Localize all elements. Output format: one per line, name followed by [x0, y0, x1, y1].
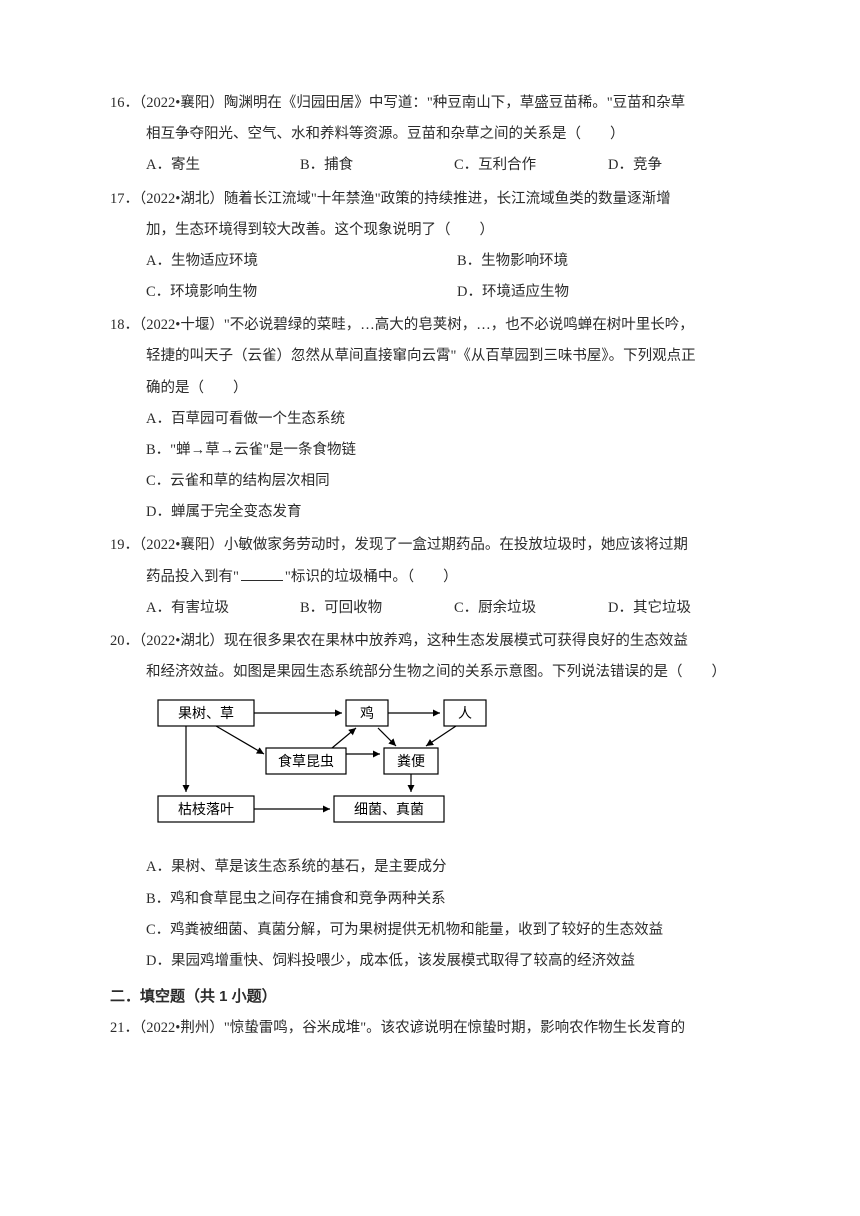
q16-option-d: D．竞争: [608, 150, 662, 181]
q17-number: 17．: [110, 191, 139, 207]
q19-line2b: "标识的垃圾桶中。（ ）: [285, 569, 458, 585]
q20-option-d: D．果园鸡增重快、饲料投喂少，成本低，该发展模式取得了较高的经济效益: [110, 946, 768, 977]
q20-option-a: A．果树、草是该生态系统的基石，是主要成分: [110, 852, 768, 883]
q20-option-b: B．鸡和食草昆虫之间存在捕食和竞争两种关系: [110, 884, 768, 915]
q18-option-a: A．百草园可看做一个生态系统: [110, 404, 768, 435]
q17-option-b: B．生物影响环境: [457, 246, 768, 277]
q19-option-d: D．其它垃圾: [608, 593, 691, 624]
q16-options: A．寄生 B．捕食 C．互利合作 D．竞争: [110, 150, 768, 181]
q20-diagram: 果树、草 鸡 人 食草昆虫 粪便 枯枝落叶 细菌、真菌: [110, 694, 768, 846]
ecosystem-diagram: 果树、草 鸡 人 食草昆虫 粪便 枯枝落叶 细菌、真菌: [146, 694, 546, 834]
question-21: 21．（2022•荆州）"惊蛰雷鸣，谷米成堆"。该农谚说明在惊蛰时期，影响农作物…: [110, 1013, 768, 1044]
node-litter: 枯枝落叶: [178, 802, 234, 818]
q20-line1: 现在很多果农在果林中放养鸡，这种生态发展模式可获得良好的生态效益: [224, 633, 688, 649]
node-microbe: 细菌、真菌: [354, 802, 424, 818]
q16-number: 16．: [110, 95, 139, 111]
q17-line2: 加，生态环境得到较大改善。这个现象说明了（ ）: [110, 215, 768, 246]
node-chicken: 鸡: [360, 705, 374, 722]
q18-line1: "不必说碧绿的菜畦，…高大的皂荚树，…，也不必说鸣蝉在树叶里长吟，: [224, 317, 694, 333]
q16-option-c: C．互利合作: [454, 150, 608, 181]
q18-source: （2022•十堰）: [139, 317, 224, 333]
question-16: 16．（2022•襄阳）陶渊明在《归园田居》中写道："种豆南山下，草盛豆苗稀。"…: [110, 88, 768, 182]
q21-line1: "惊蛰雷鸣，谷米成堆"。该农谚说明在惊蛰时期，影响农作物生长发育的: [224, 1020, 685, 1036]
node-human: 人: [458, 706, 472, 722]
question-17: 17．（2022•湖北）随着长江流域"十年禁渔"政策的持续推进，长江流域鱼类的数…: [110, 184, 768, 309]
q16-source: （2022•襄阳）: [139, 95, 224, 111]
q18-option-c: C．云雀和草的结构层次相同: [110, 466, 768, 497]
q16-option-b: B．捕食: [300, 150, 454, 181]
q16-option-a: A．寄生: [146, 150, 300, 181]
q20-option-c: C．鸡粪被细菌、真菌分解，可为果树提供无机物和能量，收到了较好的生态效益: [110, 915, 768, 946]
page: 16．（2022•襄阳）陶渊明在《归园田居》中写道："种豆南山下，草盛豆苗稀。"…: [0, 0, 860, 1087]
node-feces: 粪便: [397, 754, 425, 770]
question-21-stem: 21．（2022•荆州）"惊蛰雷鸣，谷米成堆"。该农谚说明在惊蛰时期，影响农作物…: [110, 1013, 768, 1044]
q16-line1: 陶渊明在《归园田居》中写道："种豆南山下，草盛豆苗稀。"豆苗和杂草: [224, 95, 685, 111]
question-20-stem: 20．（2022•湖北）现在很多果农在果林中放养鸡，这种生态发展模式可获得良好的…: [110, 626, 768, 657]
q21-number: 21．: [110, 1020, 139, 1036]
q17-source: （2022•湖北）: [139, 191, 224, 207]
q18-number: 18．: [110, 317, 139, 333]
q17-options-row1: A．生物适应环境 B．生物影响环境: [110, 246, 768, 277]
question-19: 19．（2022•襄阳）小敏做家务劳动时，发现了一盒过期药品。在投放垃圾时，她应…: [110, 530, 768, 624]
node-fruit: 果树、草: [178, 706, 234, 722]
q19-line2a: 药品投入到有": [146, 569, 239, 585]
q18-line2: 轻捷的叫天子（云雀）忽然从草间直接窜向云霄"《从百草园到三味书屋》。下列观点正: [110, 341, 768, 372]
q18-line3: 确的是（ ）: [110, 373, 768, 404]
q18-option-b: B．"蝉→草→云雀"是一条食物链: [110, 435, 768, 466]
q17-option-d: D．环境适应生物: [457, 277, 768, 308]
q19-source: （2022•襄阳）: [139, 537, 224, 553]
q19-number: 19．: [110, 537, 139, 553]
q19-option-b: B．可回收物: [300, 593, 454, 624]
q17-option-a: A．生物适应环境: [146, 246, 457, 277]
q19-option-a: A．有害垃圾: [146, 593, 300, 624]
q20-line2: 和经济效益。如图是果园生态系统部分生物之间的关系示意图。下列说法错误的是（ ）: [110, 657, 768, 688]
node-insect: 食草昆虫: [278, 753, 334, 770]
question-19-stem: 19．（2022•襄阳）小敏做家务劳动时，发现了一盒过期药品。在投放垃圾时，她应…: [110, 530, 768, 561]
q20-source: （2022•湖北）: [139, 633, 224, 649]
q20-number: 20．: [110, 633, 139, 649]
q17-options-row2: C．环境影响生物 D．环境适应生物: [110, 277, 768, 308]
question-17-stem: 17．（2022•湖北）随着长江流域"十年禁渔"政策的持续推进，长江流域鱼类的数…: [110, 184, 768, 215]
section-2-header: 二．填空题（共 1 小题）: [110, 981, 768, 1013]
q18-option-d: D．蝉属于完全变态发育: [110, 497, 768, 528]
q19-blank: [241, 565, 283, 581]
q21-source: （2022•荆州）: [139, 1020, 224, 1036]
q19-option-c: C．厨余垃圾: [454, 593, 608, 624]
question-16-stem: 16．（2022•襄阳）陶渊明在《归园田居》中写道："种豆南山下，草盛豆苗稀。"…: [110, 88, 768, 119]
q19-options: A．有害垃圾 B．可回收物 C．厨余垃圾 D．其它垃圾: [110, 593, 768, 624]
q16-line2: 相互争夺阳光、空气、水和养料等资源。豆苗和杂草之间的关系是（ ）: [110, 119, 768, 150]
q17-line1: 随着长江流域"十年禁渔"政策的持续推进，长江流域鱼类的数量逐渐增: [224, 191, 671, 207]
q19-line1: 小敏做家务劳动时，发现了一盒过期药品。在投放垃圾时，她应该将过期: [224, 537, 688, 553]
q17-option-c: C．环境影响生物: [146, 277, 457, 308]
q19-line2: 药品投入到有" "标识的垃圾桶中。（ ）: [110, 562, 768, 593]
question-18-stem: 18．（2022•十堰）"不必说碧绿的菜畦，…高大的皂荚树，…，也不必说鸣蝉在树…: [110, 310, 768, 341]
question-20: 20．（2022•湖北）现在很多果农在果林中放养鸡，这种生态发展模式可获得良好的…: [110, 626, 768, 977]
question-18: 18．（2022•十堰）"不必说碧绿的菜畦，…高大的皂荚树，…，也不必说鸣蝉在树…: [110, 310, 768, 528]
